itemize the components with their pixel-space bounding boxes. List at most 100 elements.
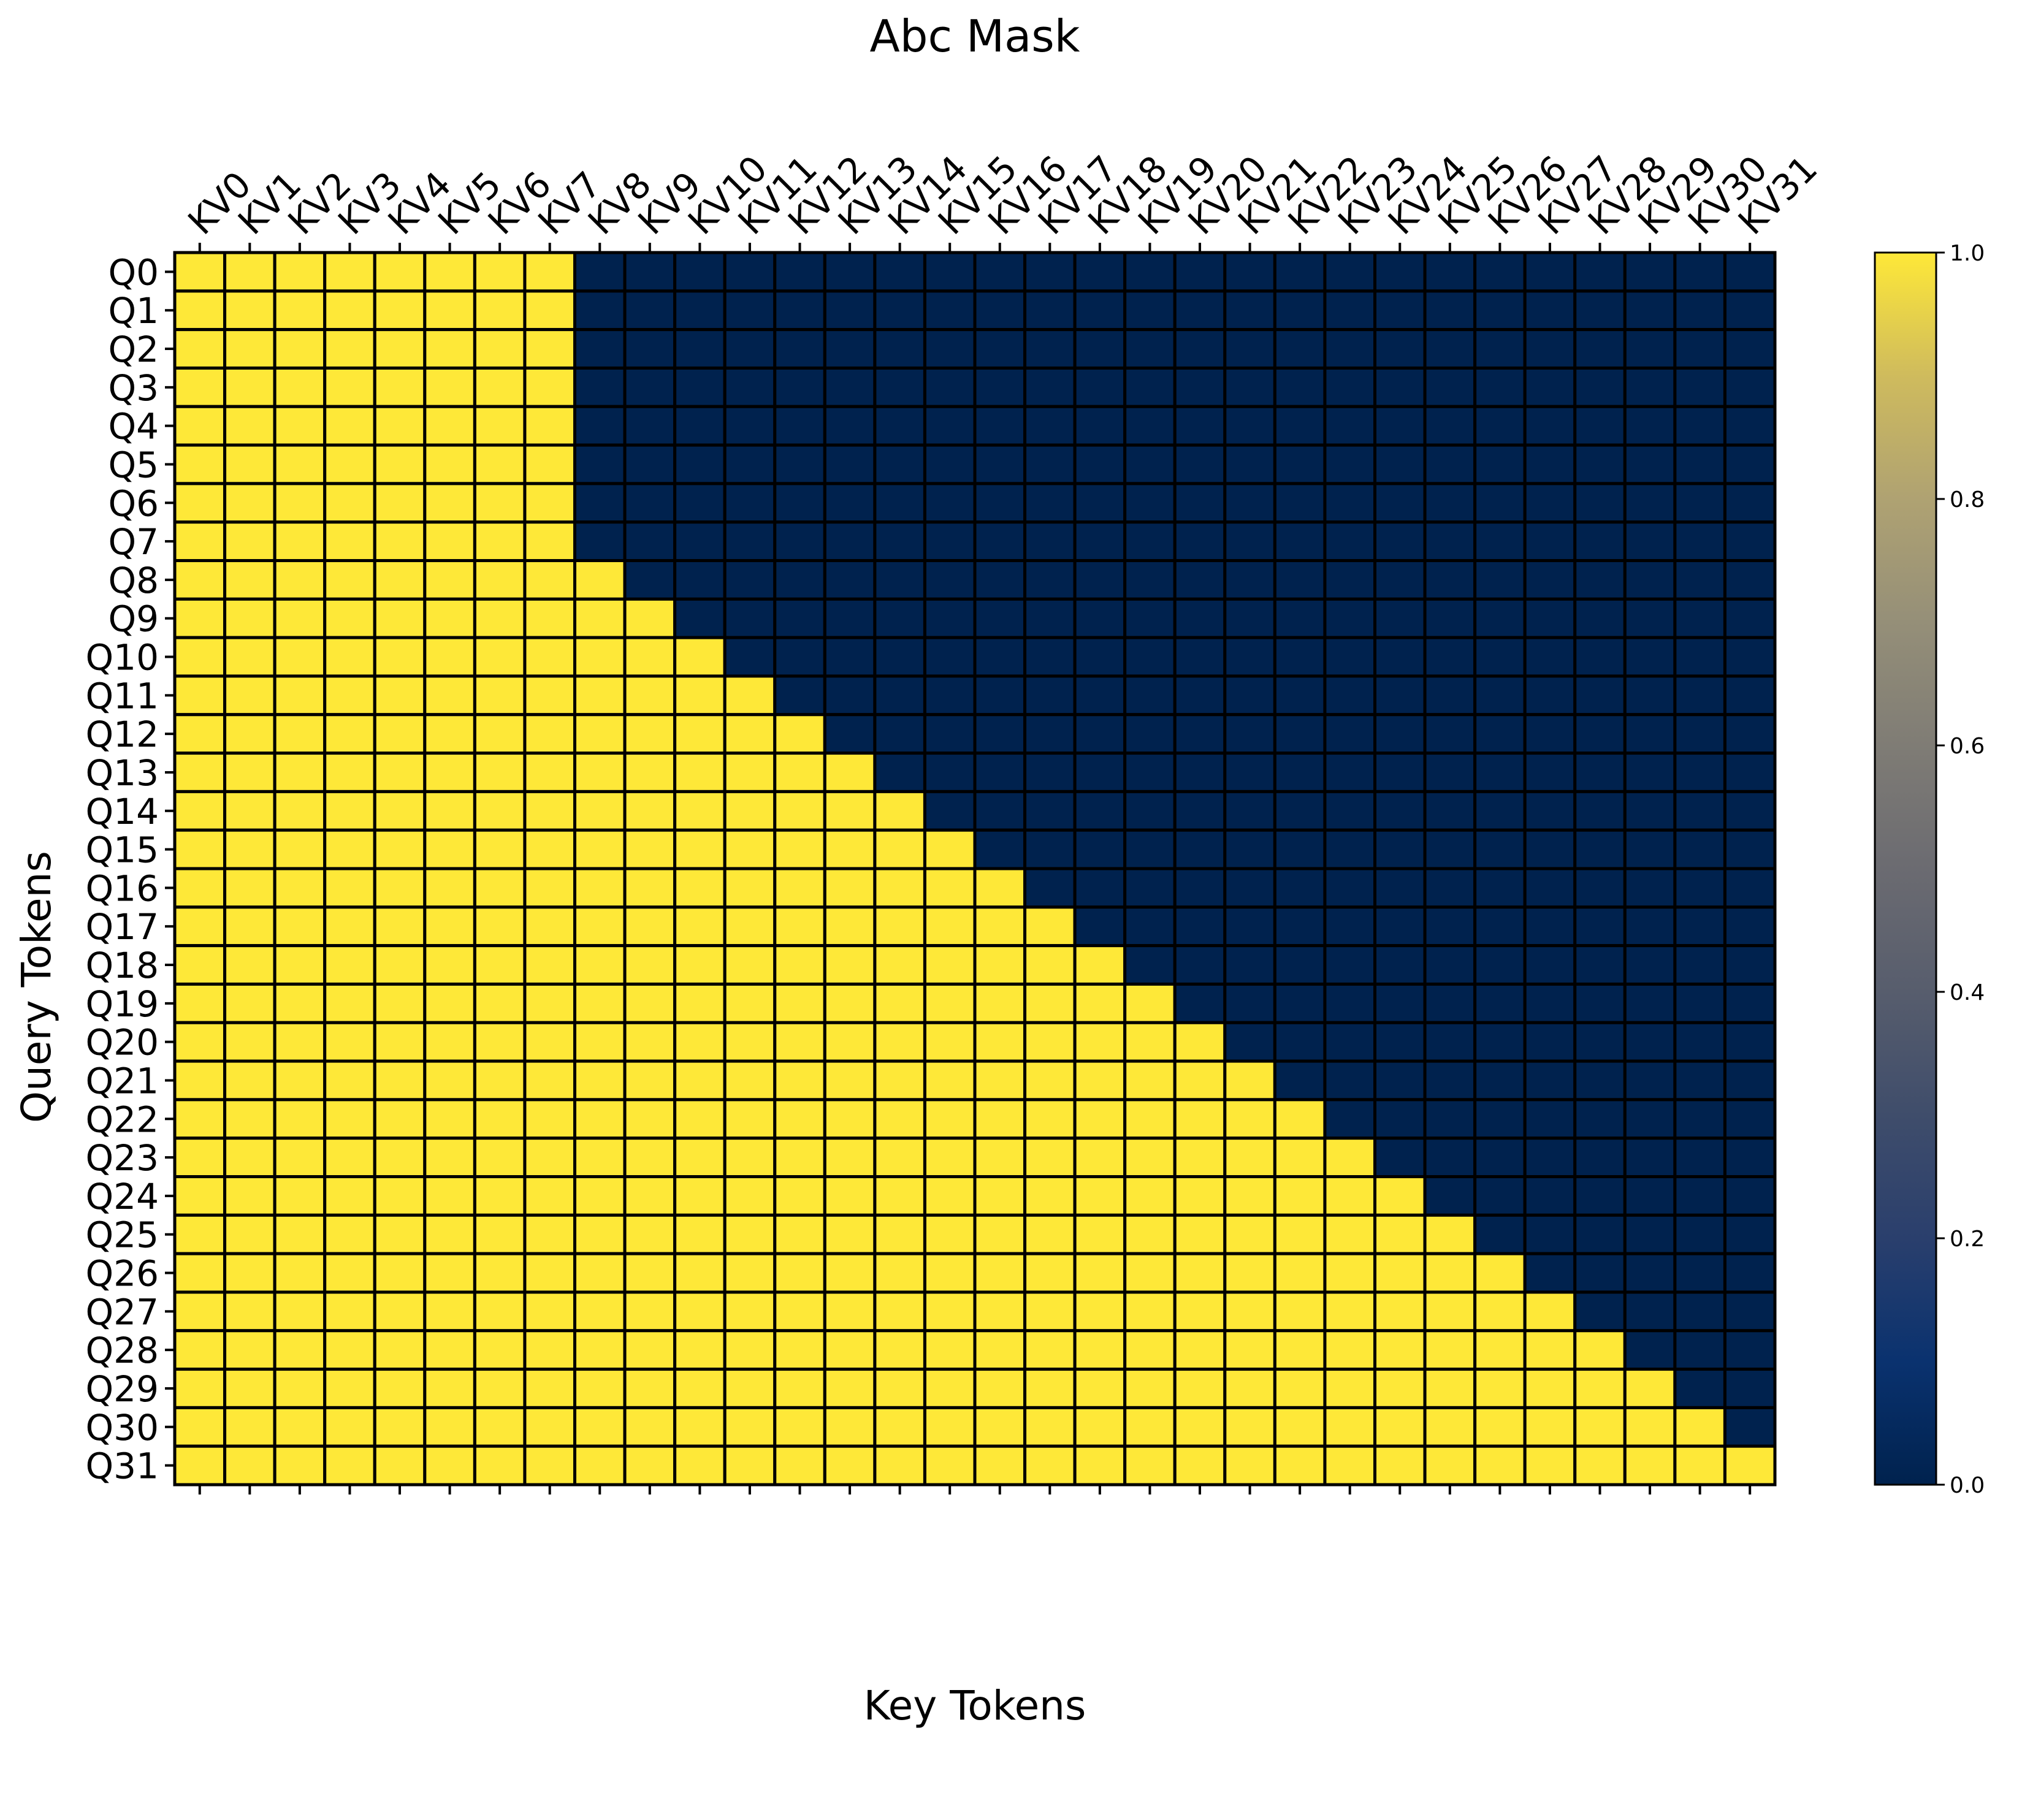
heatmap-cell [1723,828,1777,870]
heatmap-cell [173,1059,227,1102]
heatmap-cell [1523,1213,1577,1255]
heatmap-cell [1323,828,1376,870]
heatmap-cell [873,1021,926,1063]
heatmap-cell [1673,944,1726,986]
heatmap-cell [1123,1444,1177,1487]
heatmap-cell [623,1059,677,1102]
heatmap-cell [473,828,527,870]
heatmap-cell [1673,482,1726,524]
heatmap-cell [623,251,677,293]
heatmap-cell [1073,713,1127,755]
heatmap-cell [223,828,277,870]
heatmap-cell [723,713,777,755]
heatmap-cell [523,905,576,948]
heatmap-cell [1323,1329,1376,1371]
heatmap-cell [1623,1213,1677,1255]
heatmap-cell [1273,944,1327,986]
heatmap-cell [473,405,527,447]
heatmap-cell [423,636,476,678]
heatmap-cell [173,559,227,601]
heatmap-cell [373,1175,427,1217]
heatmap-cell [1423,1329,1477,1371]
heatmap-cell [523,366,576,408]
heatmap-cell [1673,1213,1726,1255]
heatmap-cell [673,752,727,793]
heatmap-cell [1123,328,1177,370]
heatmap-cell [1373,597,1427,639]
heatmap-cell [1373,674,1427,717]
heatmap-cell [1023,328,1077,370]
heatmap-cell [1423,905,1477,948]
heatmap-cell [573,1368,627,1409]
heatmap-cell [723,328,777,370]
heatmap-cell [1073,520,1127,562]
heatmap-cell [1723,982,1777,1024]
heatmap-cell [1673,597,1726,639]
heatmap-cell [823,752,877,793]
heatmap-cell [323,405,376,447]
heatmap-cell [1423,636,1477,678]
heatmap-cell [1523,982,1577,1024]
heatmap-cell [373,1021,427,1063]
heatmap-cell [423,1406,476,1448]
heatmap-cell [573,1021,627,1063]
heatmap-cell [523,520,576,562]
heatmap-cell [723,982,777,1024]
heatmap-cell [1723,1175,1777,1217]
heatmap-cell [623,636,677,678]
heatmap-cell [173,1329,227,1371]
heatmap-cell [1023,982,1077,1024]
heatmap-cell [723,1021,777,1063]
heatmap-cell [923,1175,977,1217]
heatmap-cell [773,520,826,562]
heatmap-cell [1473,1213,1527,1255]
heatmap-cell [423,1252,476,1294]
heatmap-cell [223,1444,277,1487]
heatmap-cell [323,1444,376,1487]
heatmap-cell [1073,790,1127,832]
heatmap-cell [1573,674,1627,717]
heatmap-cell [973,559,1027,601]
heatmap-cell [173,713,227,755]
heatmap-cell [973,1059,1027,1102]
heatmap-cell [1623,1252,1677,1294]
heatmap-cell [1123,559,1177,601]
heatmap-cell [773,328,826,370]
heatmap-cell [1673,405,1726,447]
heatmap-cell [873,251,926,293]
heatmap-cell [573,982,627,1024]
heatmap-cell [273,1252,327,1294]
heatmap-cell [323,828,376,870]
heatmap-cell [173,1444,227,1487]
heatmap-cell [523,559,576,601]
heatmap-cell [323,251,376,293]
heatmap-cell [373,520,427,562]
heatmap-cell [323,1021,376,1063]
heatmap-cell [1323,905,1376,948]
heatmap-cell [1123,1137,1177,1178]
heatmap-cell [873,559,926,601]
heatmap-cell [673,636,727,678]
heatmap-cell [423,1368,476,1409]
heatmap-cell [1423,828,1477,870]
heatmap-cell [623,366,677,408]
heatmap-cell [773,867,826,909]
heatmap-cell [1423,1175,1477,1217]
heatmap-cell [423,674,476,717]
heatmap-cell [823,1098,877,1140]
heatmap-cell [1173,1444,1227,1487]
heatmap-cell [223,982,277,1024]
heatmap-cell [173,1252,227,1294]
heatmap-cell [473,328,527,370]
heatmap-cell [1623,1406,1677,1448]
heatmap-cell [273,1368,327,1409]
heatmap-cell [673,520,727,562]
heatmap-cell [373,905,427,948]
heatmap-cell [573,752,627,793]
heatmap-cell [1423,366,1477,408]
heatmap-cell [1373,251,1427,293]
heatmap-cell [1273,1290,1327,1333]
heatmap-cell [1023,905,1077,948]
heatmap-cell [1373,559,1427,601]
heatmap-cell [1573,867,1627,909]
